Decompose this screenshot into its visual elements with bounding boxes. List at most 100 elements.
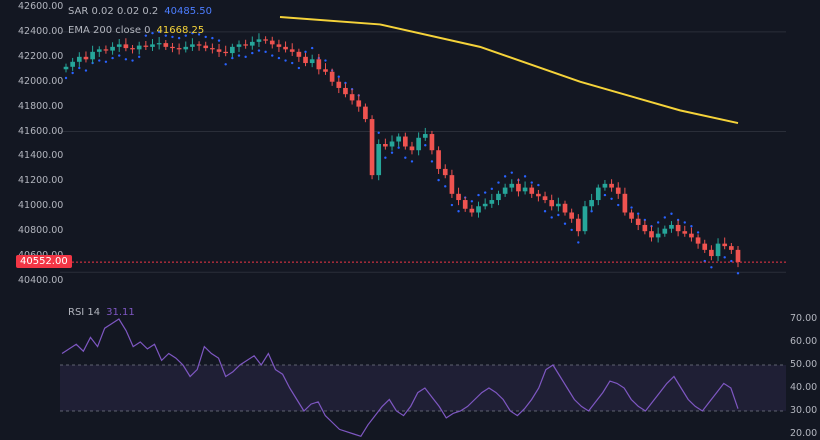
sar-dot [384,156,387,159]
sar-dot [377,131,380,134]
candle-body [283,46,288,50]
sar-dot [603,193,607,197]
sar-dot [151,31,154,35]
rsi-tick-label: 70.00 [790,313,818,324]
sar-dot [424,144,427,147]
candle-body [376,144,382,176]
candle-body [383,144,388,147]
sar-dot [124,58,128,61]
sar-dot [98,59,101,62]
candle-body [309,59,315,64]
rsi-tick-label: 60.00 [790,336,818,347]
candle-body [662,228,668,234]
sar-dot [397,146,400,149]
candle-body [103,49,109,51]
candle-body [389,141,395,147]
candle-body [609,183,614,188]
candle-body [190,44,195,47]
candle-body [542,196,548,201]
sar-dot [211,36,214,40]
candle-body [729,246,734,250]
rsi-value: 31.11 [106,307,135,318]
sar-dot [84,69,88,72]
sar-dot [457,210,460,213]
sar-dot [670,212,673,215]
sar-dot [710,266,713,269]
sar-dot [450,203,454,207]
candle-body [269,40,275,45]
sar-dot [157,30,161,34]
candle-body [76,56,82,62]
candle-body [110,46,115,51]
sar-dot [590,210,593,213]
candle-body [429,134,435,151]
sar-dot [543,210,547,213]
candle-body [116,44,122,47]
candle-body [303,56,308,64]
candle-body [675,224,681,232]
candlesticks [63,33,741,268]
candle-body [549,200,555,207]
sar-dot [530,181,533,184]
sar-dot [390,151,394,154]
sar-dot [683,221,686,224]
sar-dot [656,221,660,224]
sar-dot [344,81,347,85]
sar-dot [444,185,447,188]
sar-dot [490,187,494,191]
sar-dot [636,212,640,215]
rsi-tick-label: 50.00 [790,359,818,370]
candle-body [409,146,415,151]
sar-dot [111,56,114,60]
candle-body [170,46,175,49]
sar-dot [663,216,667,219]
sar-dot [291,61,294,65]
candle-body [449,175,455,194]
rsi-legend: RSI 14 31.11 [68,307,135,318]
rsi-tick-label: 40.00 [790,382,818,393]
sar-dot [676,218,680,222]
sar-dots [64,30,740,275]
sar-dot [204,35,207,39]
sar-dot [197,33,201,36]
candle-body [363,106,368,120]
price-tick-label: 41400.00 [18,150,64,162]
candle-body [436,150,441,169]
price-tick-label: 40400.00 [18,275,64,286]
sar-dot [284,59,287,62]
candle-body [709,249,714,257]
candle-body [569,212,574,219]
rsi-band [60,365,786,411]
candle-body [123,44,129,49]
sar-legend: SAR 0.02 0.02 0.2 40485.50 [68,6,212,17]
candle-body [176,48,182,50]
sar-dot [577,241,580,244]
price-tick-label: 41000.00 [18,200,64,212]
sar-dot [184,34,187,37]
sar-dot [557,213,560,217]
candle-body [582,206,588,232]
sar-dot [231,56,234,60]
candle-body [336,81,342,88]
candle-body [682,231,688,234]
candle-body [316,59,322,70]
candle-body [689,233,694,238]
candle-body [396,136,402,142]
price-tick-label: 41800.00 [18,100,64,112]
candle-body [183,46,189,50]
sar-dot [503,175,507,178]
candle-body [529,187,535,194]
candle-body [715,243,721,257]
rsi-line [61,318,739,438]
price-tick-label: 42600.00 [18,1,64,12]
candle-body [516,183,521,192]
ema-200-line [279,15,739,125]
candle-body [635,218,641,225]
sar-dot [177,36,181,40]
candle-body [196,44,202,46]
sar-dot [171,35,174,39]
candle-body [669,224,674,229]
sar-dot [71,71,74,75]
sar-dot [497,181,500,184]
